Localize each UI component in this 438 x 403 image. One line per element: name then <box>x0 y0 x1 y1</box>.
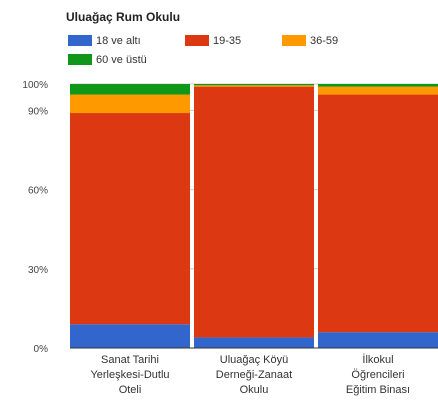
y-tick-label: 0% <box>34 344 49 355</box>
bar-segment <box>194 337 314 348</box>
legend-swatch <box>185 35 209 46</box>
x-category-label: Sanat Tarihi Yerleşkesi-Dutlu Oteli <box>90 354 169 396</box>
bar-segment <box>70 94 190 114</box>
legend-swatch <box>282 35 306 46</box>
chart-title: Uluağaç Rum Okulu <box>66 10 180 24</box>
bar-segment <box>70 113 190 325</box>
legend-swatch <box>68 54 92 65</box>
legend-label: 18 ve altı <box>96 35 141 47</box>
y-tick-label: 100% <box>22 80 48 91</box>
x-axis: Sanat Tarihi Yerleşkesi-Dutlu Oteli Uluağaç… <box>70 347 438 396</box>
bars <box>70 84 438 348</box>
bar-segment <box>318 94 438 333</box>
bar-segment <box>70 324 190 348</box>
legend-label: 36-59 <box>310 35 338 47</box>
y-axis: 0% 30% 60% 90% 100% <box>22 80 48 355</box>
bar-segment <box>318 86 438 95</box>
legend: 18 ve altı 19-35 36-59 60 ve üstü <box>68 35 338 66</box>
bar-segment <box>318 84 438 87</box>
bar-segment <box>194 86 314 338</box>
bar-segment <box>194 85 314 87</box>
y-tick-label: 60% <box>28 186 48 197</box>
legend-label: 19-35 <box>213 35 241 47</box>
y-tick-label: 30% <box>28 265 48 276</box>
legend-swatch <box>68 35 92 46</box>
legend-label: 60 ve üstü <box>96 54 147 66</box>
bar-segment <box>318 332 438 348</box>
y-tick-label: 90% <box>28 106 48 117</box>
x-category-label: İlkokul Öğrencileri Eğitim Binası <box>346 353 410 396</box>
bar-segment <box>194 84 314 86</box>
bar-segment <box>70 84 190 95</box>
x-category-label: Uluağaç Köyü Derneği-Zanaat Okulu <box>216 354 292 396</box>
